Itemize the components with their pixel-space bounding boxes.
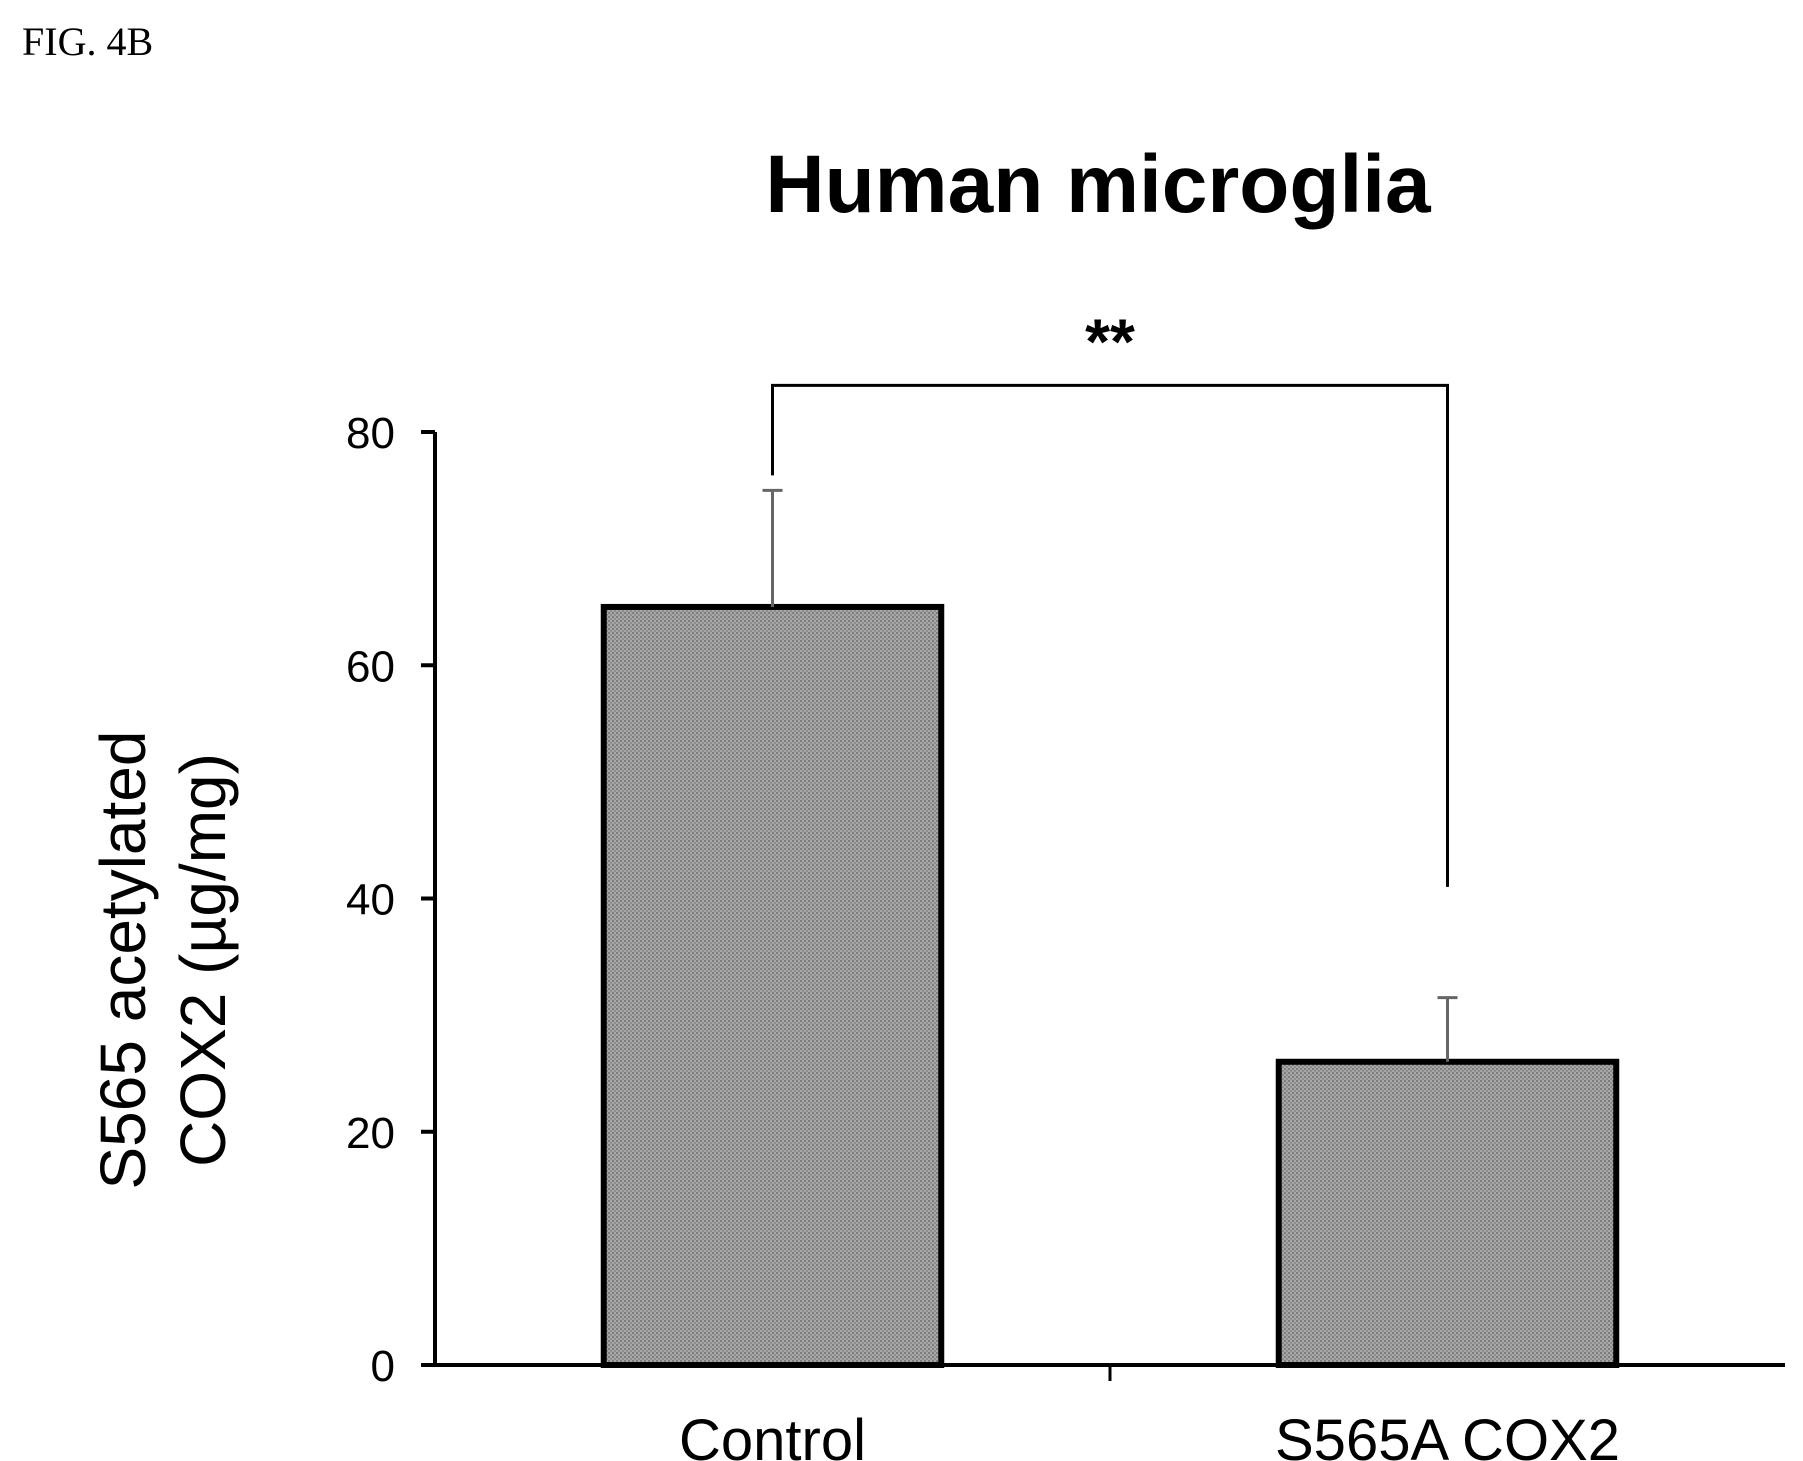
y-tick-label: 60 [346, 642, 395, 691]
figure-label: FIG. 4B [22, 19, 154, 64]
significance-label: ** [1085, 305, 1135, 377]
y-tick-label: 40 [346, 876, 395, 925]
bar-control [600, 603, 945, 1368]
chart-title: Human microglia [765, 139, 1432, 230]
y-axis-label-line-1: S565 acetylated [87, 731, 159, 1190]
y-tick-label: 20 [346, 1109, 395, 1158]
x-tick-label: S565A COX2 [1275, 1408, 1620, 1461]
significance-bracket: ** [771, 305, 1449, 887]
bar-s565a-cox2 [1275, 1058, 1620, 1369]
bars [600, 603, 1620, 1369]
x-tick-label: Control [679, 1408, 866, 1461]
significance-bracket-line [771, 383, 1449, 887]
y-tick-label: 80 [346, 409, 395, 458]
error-bars [762, 488, 1458, 1062]
y-axis-label-line-2: COX2 (µg/mg) [167, 753, 239, 1167]
y-tick-label: 0 [371, 1342, 395, 1391]
x-ticks: Control S565A COX2 [679, 1365, 1620, 1461]
y-ticks: 0 20 40 60 80 [346, 409, 435, 1391]
y-axis-label: S565 acetylated COX2 (µg/mg) [87, 731, 239, 1190]
